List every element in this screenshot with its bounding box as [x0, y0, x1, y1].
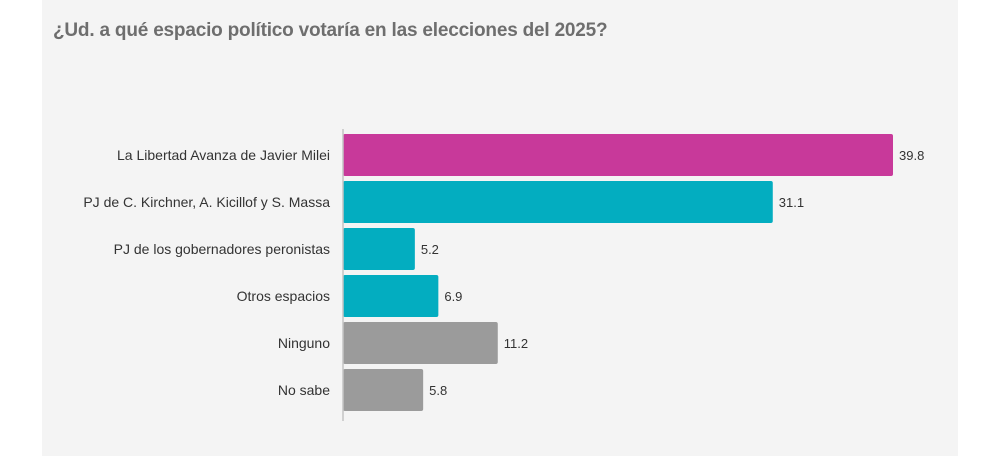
- value-label: 11.2: [504, 336, 528, 351]
- value-label: 5.8: [429, 383, 447, 398]
- bar-chart: La Libertad Avanza de Javier Milei 39.8 PJ…: [83, 129, 924, 421]
- category-label: No sabe: [278, 382, 330, 398]
- bar-5: [343, 369, 424, 411]
- category-label: PJ de los gobernadores peronistas: [114, 241, 330, 257]
- category-label: PJ de C. Kirchner, A. Kicillof y S. Mass…: [83, 194, 330, 210]
- chart-panel: ¿Ud. a qué espacio político votaría en l…: [42, 0, 958, 456]
- bar-2: [343, 228, 415, 270]
- bar-4: [343, 322, 498, 364]
- category-label: Ninguno: [278, 335, 330, 351]
- bar-1: [343, 181, 773, 223]
- value-label: 5.2: [421, 242, 439, 257]
- value-label: 39.8: [899, 148, 924, 163]
- value-label: 31.1: [779, 195, 804, 210]
- category-label: Otros espacios: [237, 288, 330, 304]
- bar-0: [343, 134, 893, 176]
- value-label: 6.9: [444, 289, 462, 304]
- chart-title: ¿Ud. a qué espacio político votaría en l…: [53, 20, 608, 41]
- bar-3: [343, 275, 439, 317]
- category-label: La Libertad Avanza de Javier Milei: [117, 147, 330, 163]
